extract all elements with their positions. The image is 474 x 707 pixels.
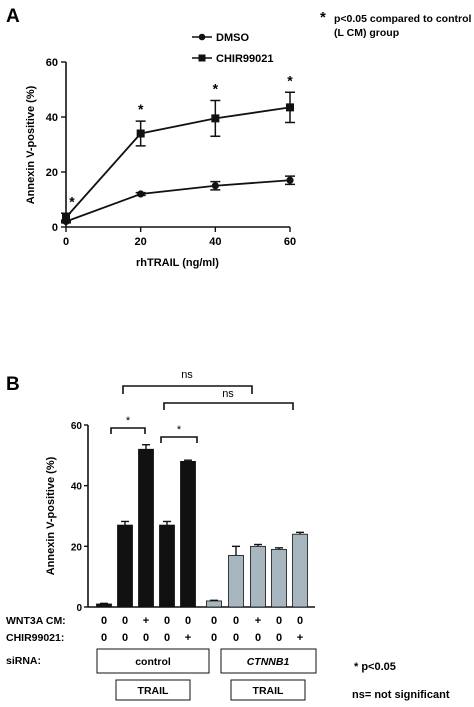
x-ticks: 0 20 40 60 — [63, 227, 296, 248]
sig-star-2: * — [177, 424, 182, 436]
legend-label-dmso: DMSO — [216, 32, 249, 44]
chir-value: 0 — [255, 632, 261, 644]
bar — [96, 603, 112, 608]
wnt3a-value: 0 — [164, 615, 170, 627]
ns-label-2: ns — [222, 388, 234, 400]
sig-star: * — [213, 81, 219, 97]
panel-b-label: B — [6, 374, 20, 395]
trail-label-1: TRAIL — [138, 685, 169, 697]
chir-label: CHIR99021: — [6, 632, 64, 644]
sig-star: * — [287, 72, 293, 88]
chir-value: 0 — [233, 632, 239, 644]
y-tick-label: 20 — [46, 167, 58, 179]
bar — [180, 460, 196, 608]
ns-bracket-2: ns — [163, 388, 294, 410]
wnt3a-label: WNT3A CM: — [6, 615, 66, 627]
wnt3a-value: 0 — [101, 615, 107, 627]
sirna-label: siRNA: — [6, 655, 41, 667]
ns-bracket-1: ns — [122, 369, 253, 394]
wnt3a-value: 0 — [122, 615, 128, 627]
wnt3a-value: 0 — [276, 615, 282, 627]
bar — [117, 524, 133, 608]
wnt3a-value: + — [255, 615, 261, 627]
trail-box-2 — [230, 679, 306, 701]
group-label-control: control — [135, 656, 171, 668]
bar — [159, 524, 175, 608]
x-tick-label: 20 — [135, 236, 147, 248]
note-line-2: (L CM) group — [334, 27, 399, 39]
b-y-tick-label: 0 — [76, 603, 82, 614]
bar — [271, 548, 287, 608]
sig-star: * — [69, 193, 75, 209]
data-point — [286, 176, 294, 184]
wnt3a-value: 0 — [233, 615, 239, 627]
chir-value: 0 — [276, 632, 282, 644]
note-star: * — [320, 9, 326, 26]
bar — [206, 600, 222, 608]
bar — [228, 555, 244, 608]
chir-value: + — [297, 632, 303, 644]
data-point — [136, 129, 145, 138]
b-y-ticks: 0 20 40 60 — [71, 421, 88, 614]
series-line-0 — [65, 179, 291, 223]
condition-values: 0 0 0 0 +0 0 0 0 +0 0 0 0 +0 0 0 0 + — [101, 615, 303, 644]
wnt3a-value: 0 — [211, 615, 217, 627]
wnt3a-value: 0 — [185, 615, 191, 627]
b-y-tick-label: 20 — [71, 542, 83, 553]
sig-bracket-1: * — [110, 415, 146, 434]
y-axis-label: Annexin V-positive (%) — [25, 85, 37, 204]
group-label-ctnnb1: CTNNB1 — [247, 656, 290, 668]
footnote-sig: * p<0.05 — [354, 661, 396, 673]
b-y-tick-label: 40 — [71, 482, 83, 493]
bars — [96, 444, 308, 608]
sig-bracket-2: * — [160, 424, 198, 443]
legend-label-chir: CHIR99021 — [216, 53, 273, 65]
y-tick-label: 40 — [46, 112, 58, 124]
ns-label-1: ns — [181, 369, 193, 381]
series-line-1 — [65, 106, 291, 218]
group-box-control — [96, 648, 210, 674]
chir-value: 0 — [101, 632, 107, 644]
x-tick-label: 40 — [209, 236, 221, 248]
chir-value: + — [185, 632, 191, 644]
legend-marker-dmso — [198, 33, 206, 41]
y-tick-label: 60 — [46, 57, 58, 69]
chir-value: 0 — [122, 632, 128, 644]
panel-a-label: A — [6, 6, 20, 27]
trail-box-1 — [115, 679, 191, 701]
trail-label-2: TRAIL — [253, 685, 284, 697]
series: * * * * — [61, 72, 295, 226]
y-ticks: 0 20 40 60 — [46, 57, 66, 234]
chir-value: 0 — [164, 632, 170, 644]
footnote-ns: ns= not significant — [352, 689, 450, 701]
legend-marker-chir — [198, 54, 206, 62]
x-axis-label: rhTRAIL (ng/ml) — [136, 257, 219, 269]
wnt3a-value: + — [143, 615, 149, 627]
data-point — [62, 213, 70, 222]
x-tick-label: 0 — [63, 236, 69, 248]
data-point — [211, 114, 220, 123]
y-tick-label: 0 — [52, 222, 58, 234]
data-point — [137, 190, 145, 198]
x-tick-label: 60 — [284, 236, 296, 248]
bar — [250, 545, 266, 608]
group-box-ctnnb1 — [220, 648, 317, 674]
sig-star-1: * — [126, 415, 131, 427]
legend: DMSO CHIR99021 — [192, 32, 273, 65]
wnt3a-value: 0 — [297, 615, 303, 627]
b-y-tick-label: 60 — [71, 421, 83, 432]
data-point — [286, 103, 294, 112]
bar — [292, 533, 308, 608]
sig-star: * — [138, 101, 144, 117]
chir-value: 0 — [211, 632, 217, 644]
chir-value: 0 — [143, 632, 149, 644]
note-line-1: p<0.05 compared to control — [334, 13, 471, 25]
bar — [138, 448, 154, 608]
data-point — [211, 182, 219, 190]
b-y-axis-label: Annexin V-positive (%) — [45, 456, 57, 575]
